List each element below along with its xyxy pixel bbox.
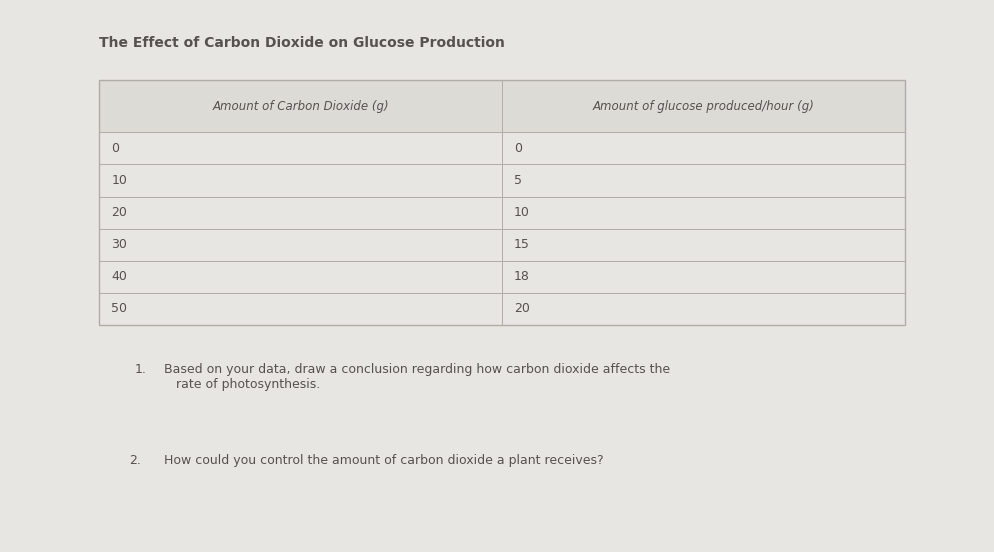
Text: 50: 50 — [111, 302, 127, 315]
Bar — [99, 132, 905, 164]
Bar — [99, 229, 905, 261]
Bar — [99, 197, 905, 229]
Text: Amount of glucose produced/hour (g): Amount of glucose produced/hour (g) — [592, 100, 814, 113]
Bar — [99, 164, 905, 197]
Text: How could you control the amount of carbon dioxide a plant receives?: How could you control the amount of carb… — [164, 454, 603, 468]
Bar — [99, 261, 905, 293]
Bar — [99, 80, 905, 132]
Text: 18: 18 — [514, 270, 530, 283]
Text: Amount of Carbon Dioxide (g): Amount of Carbon Dioxide (g) — [213, 100, 389, 113]
Text: 20: 20 — [514, 302, 530, 315]
Text: Based on your data, draw a conclusion regarding how carbon dioxide affects the
 : Based on your data, draw a conclusion re… — [164, 363, 670, 391]
Bar — [99, 293, 905, 325]
Text: 40: 40 — [111, 270, 127, 283]
Text: 20: 20 — [111, 206, 127, 219]
Text: The Effect of Carbon Dioxide on Glucose Production: The Effect of Carbon Dioxide on Glucose … — [99, 36, 505, 50]
Text: 15: 15 — [514, 238, 530, 251]
Text: 10: 10 — [514, 206, 530, 219]
Text: 0: 0 — [514, 142, 522, 155]
Text: 10: 10 — [111, 174, 127, 187]
Text: 1.: 1. — [134, 363, 146, 376]
Text: 30: 30 — [111, 238, 127, 251]
Text: 0: 0 — [111, 142, 119, 155]
Text: 2.: 2. — [129, 454, 141, 468]
Text: 5: 5 — [514, 174, 522, 187]
